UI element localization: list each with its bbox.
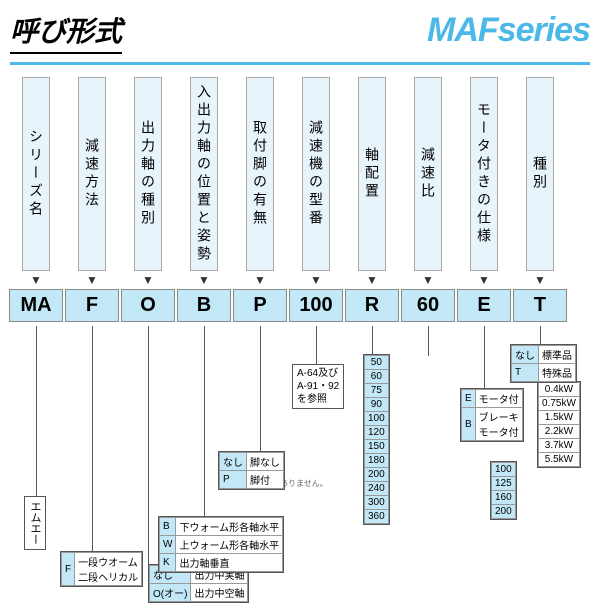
col-label-1: 減速方法 xyxy=(78,77,106,271)
detail-t: なし標準品T特殊品 xyxy=(510,344,577,383)
col-label-6: 軸配置 xyxy=(358,77,386,271)
detail-power: 0.4kW0.75kW1.5kW2.2kW3.7kW5.5kW xyxy=(537,381,581,468)
col-code-0: MA xyxy=(9,289,63,322)
col-code-6: R xyxy=(345,289,399,322)
detail-ma: エムエー xyxy=(24,496,46,550)
col-label-2: 出力軸の種別 xyxy=(134,77,162,271)
page-title: 呼び形式 xyxy=(10,10,122,54)
detail-ratios: 50607590100120150180200240300360 xyxy=(363,354,390,525)
series-brand: MAFseries xyxy=(427,11,590,50)
col-label-3: 入出力軸の位置と姿勢 xyxy=(190,77,218,271)
detail-model: A-64及び A-91・92 を参照 xyxy=(292,364,344,409)
col-label-7: 減速比 xyxy=(414,77,442,271)
col-code-3: B xyxy=(177,289,231,322)
arrow-icon: ▼ xyxy=(30,273,42,287)
arrow-icon: ▼ xyxy=(534,273,546,287)
col-code-8: E xyxy=(457,289,511,322)
detail-f: F一段ウオーム 二段ヘリカル xyxy=(60,551,143,587)
detail-b: B下ウォーム形各軸水平W上ウォーム形各軸水平K出力軸垂直 xyxy=(158,516,284,573)
col-code-4: P xyxy=(233,289,287,322)
arrow-icon: ▼ xyxy=(478,273,490,287)
arrow-icon: ▼ xyxy=(366,273,378,287)
arrow-icon: ▼ xyxy=(310,273,322,287)
col-label-8: モータ付きの仕様 xyxy=(470,77,498,271)
arrow-icon: ▼ xyxy=(198,273,210,287)
arrow-icon: ▼ xyxy=(86,273,98,287)
col-code-2: O xyxy=(121,289,175,322)
detail-p: なし脚なしP脚付 xyxy=(218,451,285,490)
col-label-9: 種別 xyxy=(526,77,554,271)
arrow-icon: ▼ xyxy=(254,273,266,287)
col-code-9: T xyxy=(513,289,567,322)
col-code-7: 60 xyxy=(401,289,455,322)
header-rule xyxy=(10,62,590,65)
code-columns: シリーズ名 ▼ MA 減速方法 ▼ F 出力軸の種別 ▼ O 入出力軸の位置と姿勢 ▼ B 取付脚の有無… xyxy=(10,77,590,322)
arrow-icon: ▼ xyxy=(422,273,434,287)
col-label-5: 減速機の型番 xyxy=(302,77,330,271)
col-code-5: 100 xyxy=(289,289,343,322)
col-code-1: F xyxy=(65,289,119,322)
detail-sizes: 100125160200 xyxy=(490,461,517,520)
col-label-0: シリーズ名 xyxy=(22,77,50,271)
col-label-4: 取付脚の有無 xyxy=(246,77,274,271)
detail-area: エムエー F一段ウオーム 二段ヘリカル なし出力中実軸O(オー)出力中空軸 B下… xyxy=(10,326,590,606)
arrow-icon: ▼ xyxy=(142,273,154,287)
detail-e: Eモータ付Bブレーキ モータ付 xyxy=(460,388,524,442)
